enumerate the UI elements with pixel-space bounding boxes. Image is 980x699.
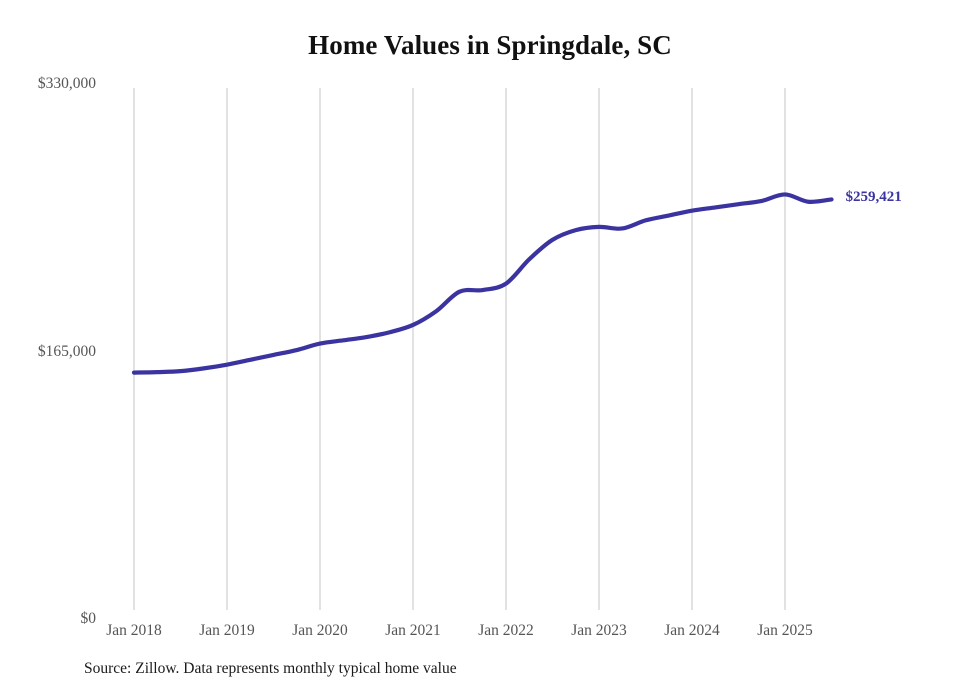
value-line-series <box>131 192 834 375</box>
page-title: Home Values in Springdale, SC <box>308 30 672 60</box>
y-tick-label: $330,000 <box>37 75 96 92</box>
source-note: Source: Zillow. Data represents monthly … <box>84 660 457 677</box>
x-tick-label: Jan 2025 <box>757 622 813 639</box>
x-tick-label: Jan 2023 <box>571 622 627 639</box>
x-tick-label: Jan 2018 <box>106 622 162 639</box>
end-value-label: $259,421 <box>845 189 902 206</box>
x-tick-label: Jan 2024 <box>664 622 720 639</box>
x-tick-label: Jan 2020 <box>292 622 348 639</box>
gridlines <box>133 88 786 610</box>
x-tick-label: Jan 2019 <box>199 622 255 639</box>
x-tick-label: Jan 2021 <box>385 622 441 639</box>
y-tick-label: $0 <box>80 610 97 627</box>
x-tick-label: Jan 2022 <box>478 622 534 639</box>
y-tick-label: $165,000 <box>37 342 96 360</box>
